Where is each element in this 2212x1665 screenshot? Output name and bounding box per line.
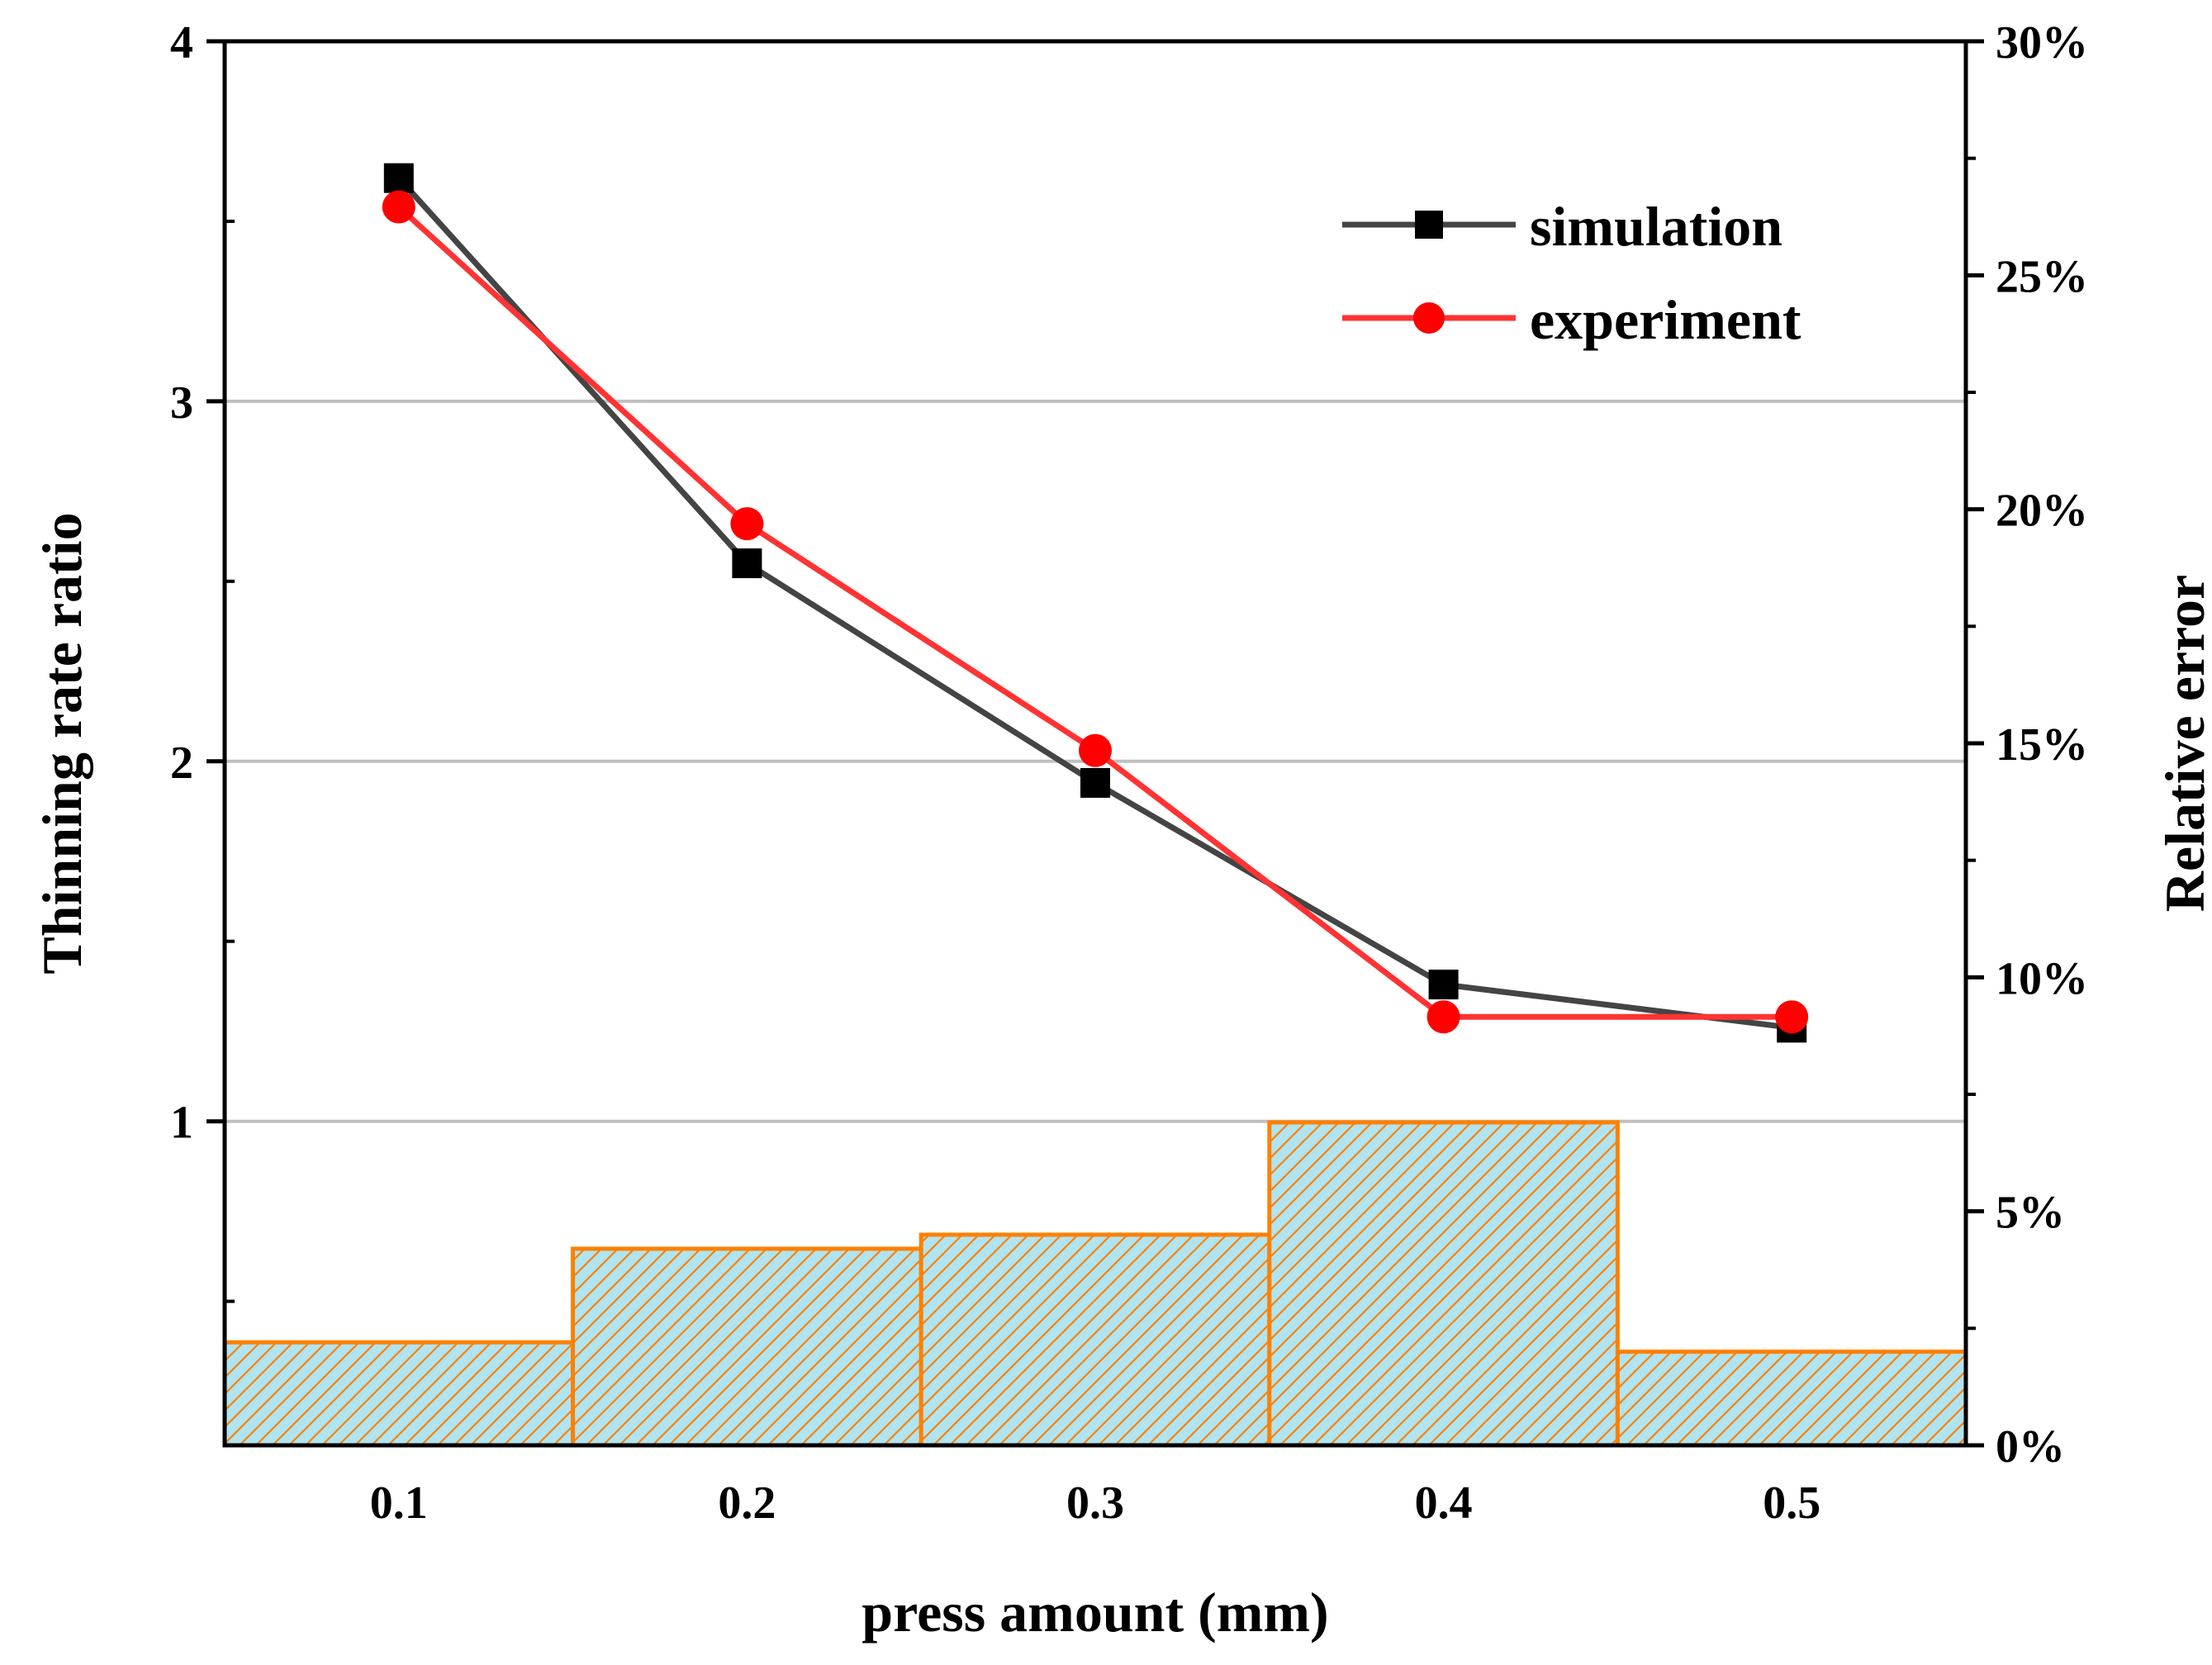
y-right-tick-label-5: 5% [1996,1188,2065,1239]
error-bars [222,1120,1968,1448]
legend: simulation experiment [1342,195,1801,351]
point-simulation-0.2 [732,548,762,579]
error-bar-0.5 [1615,1350,1968,1448]
y-right-tick-label-30: 30% [1996,17,2088,69]
series-markers [382,163,1809,1043]
error-bar-0.2 [571,1246,923,1448]
error-bar-0.4 [1267,1120,1620,1448]
y-right-tick-label-10: 10% [1996,953,2088,1004]
point-simulation-0.1 [383,163,414,193]
point-experiment-0.1 [382,190,415,224]
legend-marker-simulation [1415,211,1443,239]
y-right-tick-label-20: 20% [1996,486,2088,537]
point-experiment-0.5 [1775,1000,1809,1034]
point-simulation-0.3 [1080,767,1110,798]
y-right-tick-label-0: 0% [1996,1421,2065,1473]
y-left-tick-label-1: 1 [170,1098,193,1149]
y-right-tick-label-25: 25% [1996,251,2088,302]
y-left-tick-label-4: 4 [170,17,193,69]
point-experiment-0.4 [1426,1000,1460,1034]
x-tick-label-0.3: 0.3 [1066,1478,1124,1529]
legend-label-simulation: simulation [1530,195,1782,258]
y-right-tick-label-15: 15% [1996,719,2088,771]
point-experiment-0.3 [1079,733,1112,767]
x-tick-label-0.5: 0.5 [1763,1478,1820,1529]
legend-label-experiment: experiment [1530,288,1801,351]
error-bar-0.1 [222,1340,576,1448]
legend-marker-experiment [1413,302,1445,334]
y-right-axis-title: Relative error [2153,575,2212,912]
point-simulation-0.4 [1428,970,1459,1000]
y-left-tick-label-3: 3 [170,377,193,429]
y-left-tick-label-2: 2 [170,738,193,789]
error-bar-0.3 [919,1232,1272,1448]
x-tick-label-0.1: 0.1 [370,1478,428,1529]
x-tick-label-0.4: 0.4 [1415,1478,1473,1529]
y-left-axis-title: Thinning rate ratio [31,512,93,974]
x-tick-label-0.2: 0.2 [718,1478,776,1529]
x-axis-title: press amount (mm) [862,1581,1328,1644]
axes: 1 2 3 4 0% 5% 10% 15% 20% 25% 30% 0.1 0.2 0.3 0.4 0.5 [170,17,2088,1529]
point-experiment-0.2 [730,507,764,541]
